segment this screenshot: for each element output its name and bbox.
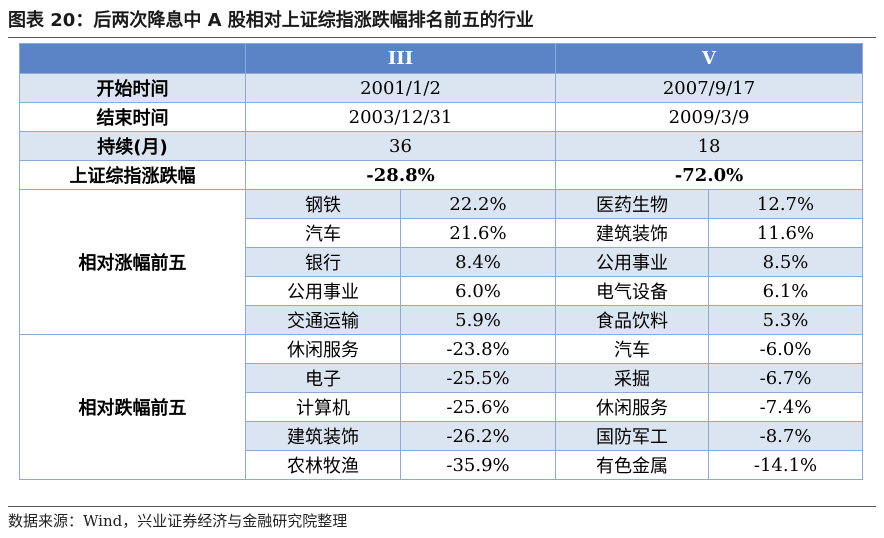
industry-cell: 公用事业 [245,276,401,306]
industry-cell: 公用事业 [555,247,710,277]
cell-change-iii: -28.8% [244,160,557,190]
row-label: 结束时间 [19,102,246,132]
figure-title: 图表 20：后两次降息中 A 股相对上证综指涨跌幅排名前五的行业 [8,10,534,31]
industry-cell: 休闲服务 [555,392,710,422]
industry-cell: 食品饮料 [555,305,710,335]
value-cell: 21.6% [399,218,557,248]
value-cell: -7.4% [708,392,864,422]
info-row-start: 开始时间 2001/1/2 2007/9/17 [19,73,864,103]
header-period-v: V [555,43,864,74]
info-row-duration: 持续(月) 36 18 [19,131,864,161]
value-cell: 6.1% [708,276,864,306]
industry-cell: 医药生物 [555,189,710,219]
table-header-row: III V [19,43,864,74]
industry-cell: 有色金属 [555,450,710,480]
value-cell: 8.5% [708,247,864,277]
row-label: 开始时间 [19,73,246,103]
row-label: 持续(月) [19,131,246,161]
industry-cell: 农林牧渔 [245,450,401,480]
value-cell: 12.7% [708,189,864,219]
table-row: 农林牧渔 -35.9% 有色金属 -14.1% [20,450,864,480]
value-cell: -35.9% [399,450,557,480]
source-divider [8,506,876,507]
industry-cell: 汽车 [555,334,710,364]
industry-cell: 采掘 [555,363,710,393]
value-cell: 22.2% [399,189,557,219]
industry-cell: 电子 [245,363,401,393]
value-cell: -6.0% [708,334,864,364]
value-cell: -8.7% [708,421,864,451]
info-row-index-change: 上证综指涨跌幅 -28.8% -72.0% [19,160,864,190]
sector-ranking-table: III V 开始时间 2001/1/2 2007/9/17 结束时间 2003/… [19,43,864,480]
industry-cell: 计算机 [245,392,401,422]
group-label-top5: 相对涨幅前五 [19,189,246,335]
table-row: 汽车 21.6% 建筑装饰 11.6% [20,218,864,248]
industry-cell: 汽车 [245,218,401,248]
header-period-iii: III [244,43,557,74]
table-row: 相对涨幅前五 钢铁 22.2% 医药生物 12.7% [19,189,864,335]
industry-cell: 建筑装饰 [245,421,401,451]
cell-end-iii: 2003/12/31 [244,102,557,132]
industry-cell: 交通运输 [245,305,401,335]
value-cell: 5.9% [399,305,557,335]
cell-duration-iii: 36 [244,131,557,161]
cell-start-v: 2007/9/17 [555,73,864,103]
info-row-end: 结束时间 2003/12/31 2009/3/9 [19,102,864,132]
cell-duration-v: 18 [555,131,864,161]
industry-cell: 国防军工 [555,421,710,451]
value-cell: 11.6% [708,218,864,248]
title-divider [8,37,876,38]
industry-cell: 休闲服务 [245,334,401,364]
group-label-bottom5: 相对跌幅前五 [19,334,246,480]
row-label: 上证综指涨跌幅 [19,160,246,190]
table-row: 交通运输 5.9% 食品饮料 5.3% [19,305,864,335]
value-cell: 8.4% [399,247,557,277]
cell-change-v: -72.0% [555,160,864,190]
table-row: 相对跌幅前五 休闲服务 -23.8% 汽车 -6.0% [19,334,864,480]
value-cell: 5.3% [708,305,864,335]
value-cell: -25.6% [399,392,557,422]
cell-end-v: 2009/3/9 [555,102,864,132]
value-cell: -26.2% [399,421,557,451]
value-cell: -23.8% [399,334,557,364]
industry-cell: 银行 [245,247,401,277]
value-cell: -6.7% [708,363,864,393]
value-cell: 6.0% [399,276,557,306]
value-cell: -25.5% [399,363,557,393]
table-row: 公用事业 6.0% 电气设备 6.1% [20,276,864,306]
industry-cell: 建筑装饰 [555,218,710,248]
industry-cell: 电气设备 [555,276,710,306]
value-cell: -14.1% [708,450,864,480]
industry-cell: 钢铁 [245,189,401,219]
cell-start-iii: 2001/1/2 [244,73,557,103]
header-corner [19,43,246,74]
source-note: 数据来源：Wind，兴业证券经济与金融研究院整理 [8,512,348,530]
